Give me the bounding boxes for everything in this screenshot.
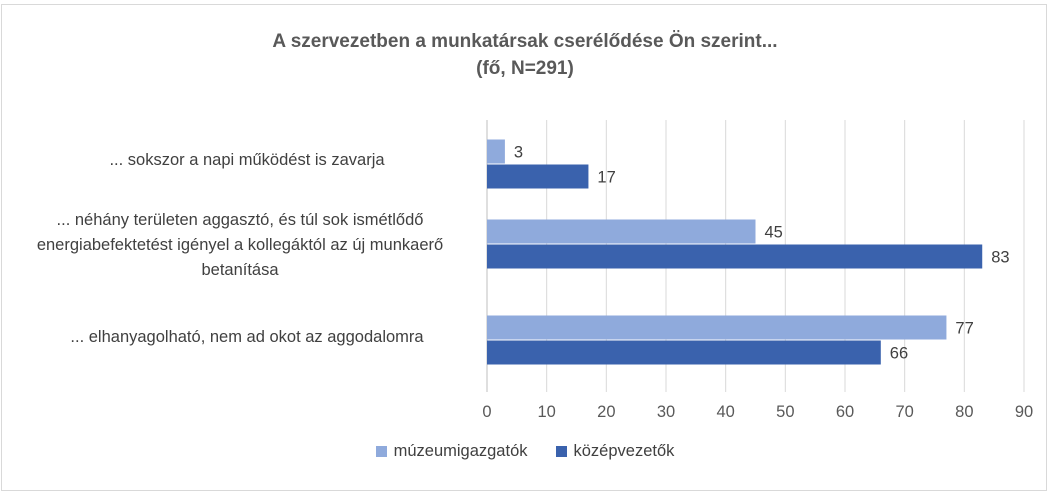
x-tick-label: 40 — [716, 403, 734, 421]
category-label: ... néhány területen aggasztó, és túl so… — [36, 211, 444, 279]
x-tick-label: 0 — [482, 403, 491, 421]
chart-frame — [1, 4, 1047, 491]
x-tick-label: 20 — [597, 403, 615, 421]
x-tick-label: 80 — [955, 403, 973, 421]
legend-label: középvezetők — [573, 442, 675, 460]
x-tick-label: 30 — [657, 403, 675, 421]
legend-swatch — [375, 446, 387, 457]
legend-item-series-1: középvezetők — [555, 442, 675, 461]
x-tick-label: 70 — [895, 403, 913, 421]
bar — [487, 219, 756, 244]
legend-label: múzeumigazgatók — [393, 442, 528, 460]
chart-subtitle: (fő, N=291) — [476, 58, 574, 79]
data-label: 17 — [597, 169, 615, 187]
legend-swatch — [555, 446, 567, 457]
bar — [487, 340, 881, 365]
bar — [487, 244, 983, 269]
data-label: 66 — [890, 345, 908, 363]
category-label: ... elhanyagolható, nem ad okot az aggod… — [70, 328, 424, 346]
bar — [487, 139, 505, 164]
x-tick-label: 60 — [836, 403, 854, 421]
x-tick-label: 50 — [776, 403, 794, 421]
bar — [487, 315, 947, 340]
chart-title-block: A szervezetben a munkatársak cserélődése… — [0, 28, 1050, 82]
bar — [487, 164, 589, 189]
data-label: 3 — [514, 144, 523, 162]
data-label: 77 — [955, 320, 973, 338]
x-tick-label: 10 — [537, 403, 555, 421]
chart-title: A szervezetben a munkatársak cserélődése… — [272, 31, 778, 52]
x-tick-label: 90 — [1015, 403, 1033, 421]
legend: múzeumigazgatók középvezetők — [0, 442, 1050, 461]
data-label: 45 — [765, 224, 783, 242]
category-label: ... sokszor a napi működést is zavarja — [109, 151, 385, 169]
data-label: 83 — [991, 249, 1009, 267]
legend-item-series-0: múzeumigazgatók — [375, 442, 528, 461]
